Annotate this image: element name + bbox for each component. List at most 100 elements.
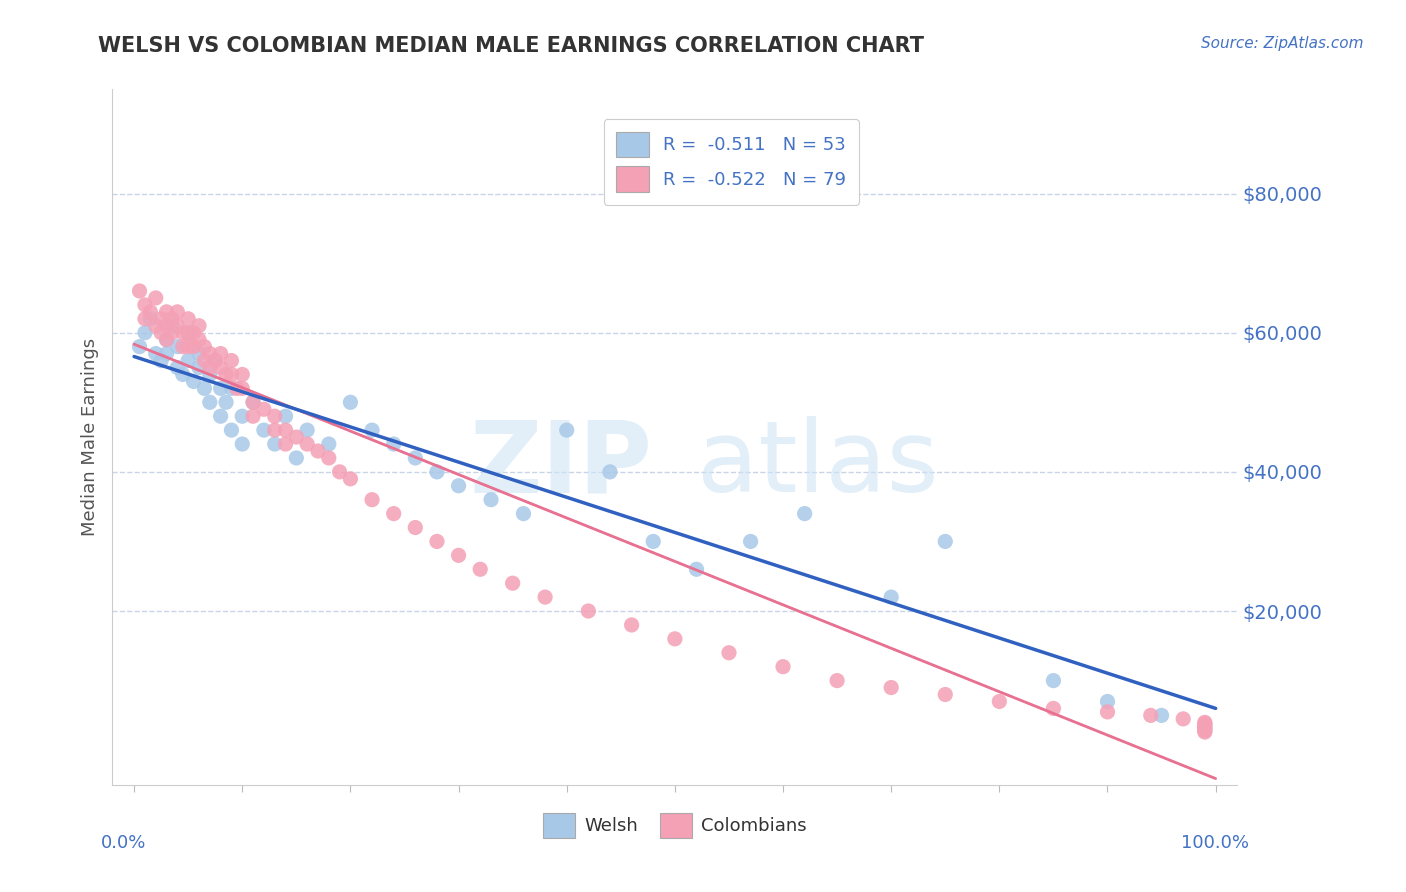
- Point: [221, 353, 243, 368]
- Point: [576, 604, 599, 618]
- Point: [263, 437, 285, 451]
- Point: [620, 618, 643, 632]
- Point: [988, 694, 1011, 708]
- Point: [318, 437, 340, 451]
- Point: [198, 346, 221, 360]
- Point: [880, 590, 903, 604]
- Point: [231, 409, 253, 424]
- Point: [128, 340, 150, 354]
- Point: [502, 576, 524, 591]
- Point: [172, 368, 194, 382]
- Point: [263, 423, 285, 437]
- Point: [155, 333, 177, 347]
- Point: [934, 688, 956, 702]
- Point: [145, 318, 167, 333]
- Point: [188, 318, 211, 333]
- Point: [221, 368, 243, 382]
- Point: [134, 311, 156, 326]
- Point: [1194, 723, 1216, 737]
- Point: [183, 326, 205, 340]
- Point: [1139, 708, 1161, 723]
- Point: [145, 291, 167, 305]
- Point: [172, 326, 194, 340]
- Point: [880, 681, 903, 695]
- Point: [209, 409, 232, 424]
- Point: [160, 326, 183, 340]
- Point: [155, 305, 177, 319]
- Point: [193, 353, 215, 368]
- Point: [382, 437, 405, 451]
- Point: [1194, 718, 1216, 732]
- Text: ZIP: ZIP: [470, 417, 652, 514]
- Point: [285, 430, 308, 444]
- Point: [150, 326, 173, 340]
- Point: [339, 395, 361, 409]
- Point: [361, 492, 384, 507]
- Point: [150, 311, 173, 326]
- Point: [177, 311, 200, 326]
- Point: [177, 340, 200, 354]
- Point: [145, 346, 167, 360]
- Point: [1194, 716, 1216, 731]
- Point: [215, 368, 238, 382]
- Point: [934, 534, 956, 549]
- Point: [664, 632, 686, 646]
- Point: [139, 311, 162, 326]
- Point: [1097, 694, 1119, 708]
- Point: [209, 360, 232, 375]
- Text: 0.0%: 0.0%: [101, 834, 146, 852]
- Point: [470, 562, 492, 576]
- Point: [772, 659, 794, 673]
- Point: [825, 673, 848, 688]
- Point: [231, 368, 253, 382]
- Point: [382, 507, 405, 521]
- Point: [1194, 723, 1216, 738]
- Point: [177, 326, 200, 340]
- Point: [198, 395, 221, 409]
- Text: atlas: atlas: [697, 417, 939, 514]
- Point: [188, 333, 211, 347]
- Point: [404, 450, 426, 465]
- Point: [1042, 701, 1064, 715]
- Point: [188, 346, 211, 360]
- Point: [172, 340, 194, 354]
- Point: [166, 318, 188, 333]
- Point: [128, 284, 150, 298]
- Point: [599, 465, 621, 479]
- Point: [1173, 712, 1195, 726]
- Point: [274, 409, 297, 424]
- Point: [225, 381, 247, 395]
- Point: [242, 395, 264, 409]
- Point: [1194, 715, 1216, 730]
- Point: [231, 437, 253, 451]
- Point: [134, 298, 156, 312]
- Point: [285, 450, 308, 465]
- Point: [1042, 673, 1064, 688]
- Point: [740, 534, 762, 549]
- Point: [183, 340, 205, 354]
- Point: [253, 402, 276, 417]
- Point: [221, 381, 243, 395]
- Point: [198, 368, 221, 382]
- Point: [318, 450, 340, 465]
- Point: [193, 340, 215, 354]
- Point: [1194, 721, 1216, 735]
- Point: [479, 492, 502, 507]
- Point: [447, 479, 470, 493]
- Point: [1194, 719, 1216, 733]
- Point: [426, 465, 449, 479]
- Text: WELSH VS COLOMBIAN MEDIAN MALE EARNINGS CORRELATION CHART: WELSH VS COLOMBIAN MEDIAN MALE EARNINGS …: [98, 36, 924, 55]
- Point: [160, 311, 183, 326]
- Point: [198, 360, 221, 375]
- Point: [1150, 708, 1173, 723]
- Point: [242, 395, 264, 409]
- Point: [361, 423, 384, 437]
- Point: [274, 423, 297, 437]
- Text: Source: ZipAtlas.com: Source: ZipAtlas.com: [1201, 36, 1364, 51]
- Point: [643, 534, 665, 549]
- Point: [555, 423, 578, 437]
- Point: [404, 520, 426, 534]
- Point: [209, 346, 232, 360]
- Point: [166, 360, 188, 375]
- Point: [155, 318, 177, 333]
